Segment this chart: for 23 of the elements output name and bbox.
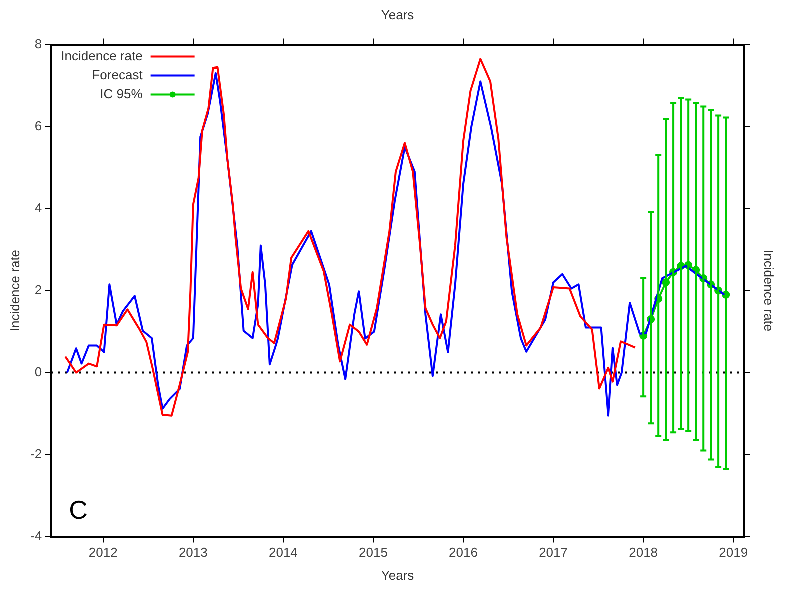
legend-label: IC 95% — [100, 86, 144, 102]
y-tick-label: 0 — [34, 364, 42, 380]
y-tick-label: 2 — [34, 282, 42, 298]
legend-label: Incidence rate — [61, 48, 143, 64]
x-axis-title: Years — [381, 568, 415, 583]
y-axis-title: Incidence rate — [7, 250, 22, 332]
x-tick-label: 2014 — [268, 545, 298, 560]
y-tick-label: 8 — [34, 36, 42, 52]
legend-label: Forecast — [92, 67, 144, 82]
x-tick-label: 2013 — [178, 545, 208, 560]
y-tick-label: -4 — [30, 528, 42, 544]
y-tick-label: -2 — [30, 446, 42, 462]
x2-axis-title: Years — [381, 7, 415, 22]
x-tick-label: 2017 — [539, 545, 568, 560]
y-tick-label: 4 — [34, 200, 42, 216]
x-tick-label: 2012 — [88, 545, 118, 560]
x-tick-label: 2019 — [719, 545, 748, 560]
x-tick-label: 2018 — [629, 545, 658, 560]
y-tick-label: 6 — [34, 118, 42, 134]
y2-axis-title: Incidence rate — [762, 250, 777, 332]
annotation: C — [69, 494, 88, 525]
x-tick-label: 2015 — [359, 545, 388, 560]
x-tick-label: 2016 — [449, 545, 478, 560]
